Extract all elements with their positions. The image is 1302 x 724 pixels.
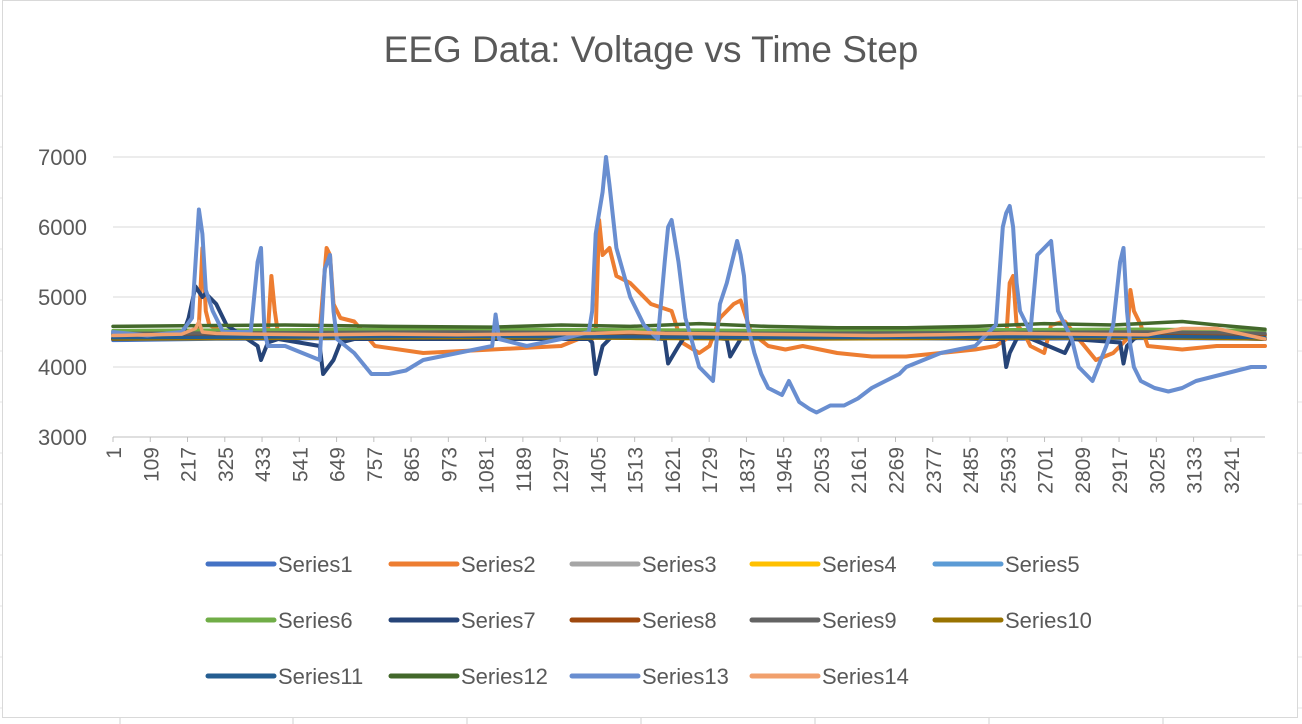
x-tick-label: 973 [438, 447, 461, 482]
y-tick-label: 5000 [38, 285, 87, 310]
x-tick-label: 3241 [1221, 447, 1244, 494]
legend-label: Series5 [1005, 552, 1080, 577]
x-tick-label: 1513 [625, 447, 648, 494]
legend-label: Series3 [642, 552, 717, 577]
x-tick-label: 3133 [1184, 447, 1207, 494]
legend-label: Series6 [278, 608, 353, 633]
x-tick-label: 1945 [774, 447, 797, 494]
x-tick-label: 1729 [699, 447, 722, 494]
x-tick-label: 2269 [885, 447, 908, 494]
legend-label: Series10 [1005, 608, 1092, 633]
x-tick-label: 865 [401, 447, 424, 482]
legend-label: Series8 [642, 608, 717, 633]
x-tick-label: 1621 [662, 447, 685, 494]
x-tick-label: 2809 [1072, 447, 1095, 494]
y-tick-label: 6000 [38, 215, 87, 240]
legend-label: Series7 [461, 608, 536, 633]
legend-label: Series1 [278, 552, 353, 577]
legend-label: Series4 [822, 552, 897, 577]
x-tick-label: 757 [364, 447, 387, 482]
chart-title: EEG Data: Voltage vs Time Step [383, 29, 919, 70]
x-tick-label: 1081 [476, 447, 499, 494]
x-tick-label: 1405 [587, 447, 610, 494]
x-tick-label: 1837 [736, 447, 759, 494]
plot-area: 7000 6000 5000 4000 3000 1 109 217 325 433 541 649 7… [38, 145, 1267, 689]
x-tick-label: 1 [103, 447, 126, 459]
x-tick-label: 541 [289, 447, 312, 482]
series-line-series12 [111, 319, 1267, 331]
x-tick-label: 2593 [997, 447, 1020, 494]
legend-label: Series13 [642, 664, 729, 689]
x-tick-label: 2053 [811, 447, 834, 494]
y-tick-label: 3000 [38, 425, 87, 450]
x-tick-label: 2917 [1109, 447, 1132, 494]
x-tick-label: 1189 [513, 447, 536, 492]
y-tick-label: 7000 [38, 145, 87, 170]
x-tick-label: 433 [252, 447, 275, 482]
legend-label: Series14 [822, 664, 909, 689]
x-tick-label: 2161 [848, 447, 871, 494]
x-tick-label: 217 [178, 447, 201, 482]
x-tick-label: 649 [327, 447, 350, 482]
series-line-series14 [111, 319, 1267, 341]
y-tick-label: 4000 [38, 355, 87, 380]
series-line-series13 [111, 155, 1267, 415]
x-tick-label: 3025 [1146, 447, 1169, 494]
legend-label: Series9 [822, 608, 897, 633]
x-tick-label: 2701 [1035, 447, 1058, 494]
x-tick-label: 2377 [923, 447, 946, 494]
legend-label: Series12 [461, 664, 548, 689]
legend-label: Series2 [461, 552, 536, 577]
legend-label: Series11 [278, 664, 363, 689]
x-tick-label: 1297 [550, 447, 573, 494]
x-tick-label: 2485 [960, 447, 983, 494]
x-tick-label: 109 [140, 447, 163, 482]
x-tick-label: 325 [215, 447, 238, 482]
